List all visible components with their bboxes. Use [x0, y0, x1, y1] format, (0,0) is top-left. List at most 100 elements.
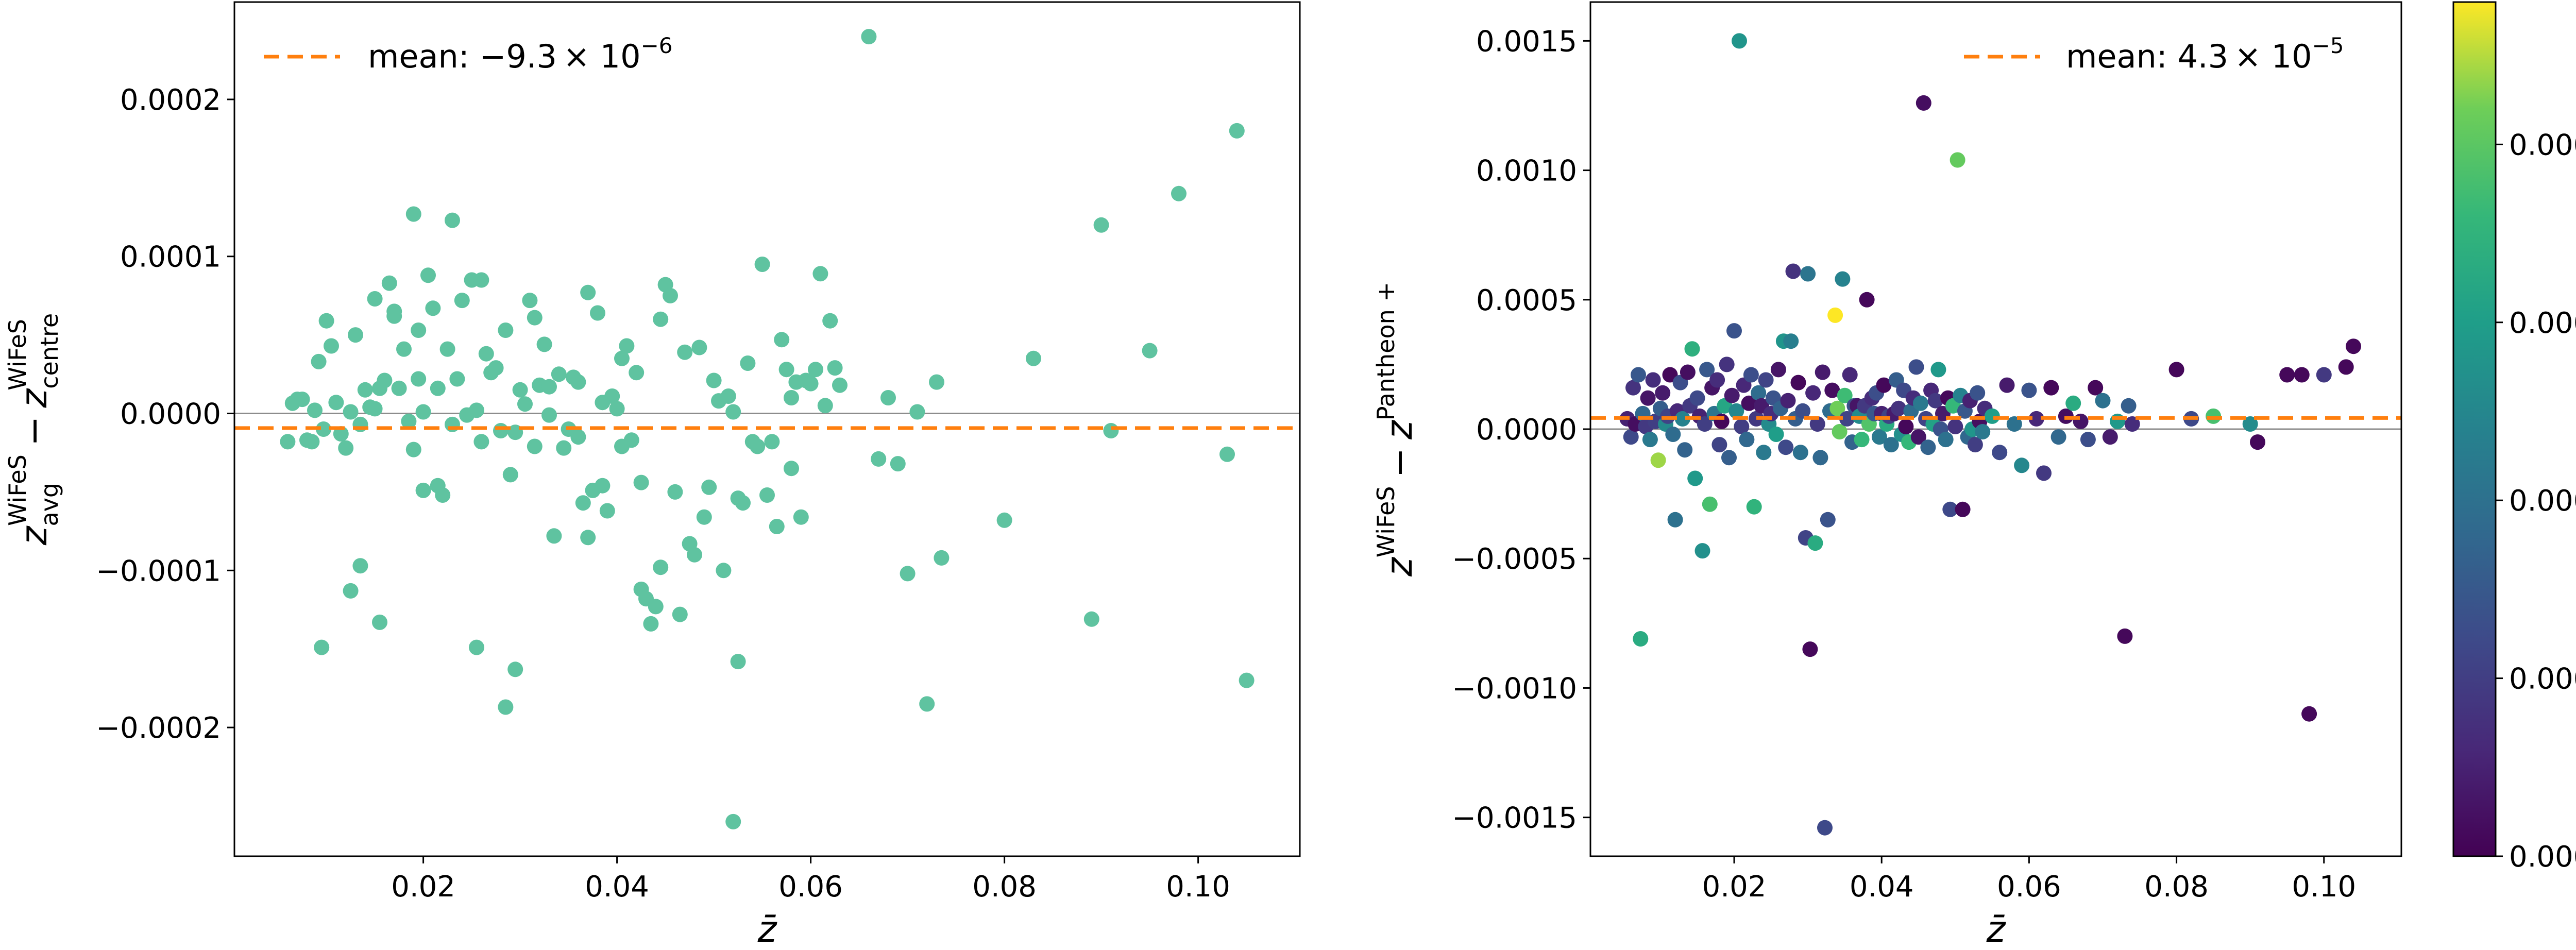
- left-scatter-point: [328, 395, 344, 411]
- left-scatter-point: [488, 360, 504, 376]
- left-scatter-point: [590, 305, 605, 321]
- right-legend-label: mean: 4.3 × 10−5: [2066, 33, 2344, 75]
- left-scatter-point: [812, 266, 828, 282]
- right-scatter-point: [2124, 416, 2140, 432]
- left-scatter-point: [556, 440, 572, 456]
- left-scatter-point: [672, 606, 688, 622]
- left-scatter-point: [449, 371, 465, 387]
- right-scatter-point: [1947, 419, 1963, 434]
- right-x-tick-label: 0.08: [2144, 870, 2209, 904]
- right-scatter-point: [1859, 292, 1875, 308]
- left-scatter-point: [469, 402, 484, 418]
- right-scatter-point: [1746, 499, 1762, 515]
- right-scatter-point: [1824, 382, 1840, 398]
- right-scatter-point: [1815, 364, 1831, 380]
- right-scatter-point: [1827, 307, 1843, 323]
- right-scatter-point: [1927, 393, 1943, 409]
- right-scatter-point: [1741, 395, 1757, 411]
- right-scatter-point: [1697, 416, 1713, 432]
- right-scatter-point: [1719, 357, 1735, 372]
- left-scatter-point: [1171, 185, 1187, 201]
- left-scatter-points: [280, 29, 1255, 829]
- left-scatter-point: [629, 365, 645, 381]
- right-scatter-point: [1984, 408, 2000, 424]
- left-legend-text: mean:: [368, 38, 479, 75]
- left-scatter-point: [352, 558, 368, 574]
- left-scatter-point: [871, 451, 887, 467]
- left-scatter-point: [803, 376, 819, 392]
- right-scatter-point: [1768, 427, 1784, 442]
- left-scatter-point: [454, 293, 470, 309]
- left-scatter-point: [415, 482, 431, 498]
- left-scatter-point: [827, 360, 843, 376]
- left-scatter-point: [759, 487, 775, 503]
- left-scatter-point: [522, 293, 538, 309]
- left-scatter-point: [512, 382, 528, 398]
- right-y-tick-label: 0.0010: [1476, 155, 1577, 188]
- right-scatter-point: [1702, 496, 1718, 512]
- left-scatter-point: [439, 341, 455, 357]
- right-scatter-point: [2036, 465, 2052, 481]
- left-scatter-point: [687, 547, 702, 563]
- left-scatter-point: [643, 616, 659, 632]
- right-scatter-point: [2095, 393, 2111, 409]
- right-scatter-point: [2080, 432, 2096, 448]
- right-scatter-point: [1809, 416, 1825, 432]
- right-scatter-point: [2242, 416, 2258, 432]
- right-scatter-point: [1674, 411, 1690, 427]
- right-scatter-point: [1751, 385, 1767, 401]
- right-scatter-point: [2110, 413, 2126, 429]
- right-scatter-point: [2301, 706, 2317, 722]
- right-scatter-point: [2073, 413, 2089, 429]
- left-scatter-point: [318, 313, 334, 329]
- left-x-tick-label: 0.08: [972, 870, 1037, 904]
- left-scatter-point: [769, 519, 785, 534]
- right-scatter-point: [1938, 432, 1954, 448]
- right-scatter-point: [1999, 377, 2015, 393]
- left-scatter-point: [386, 308, 402, 324]
- left-scatter-point: [706, 372, 722, 388]
- left-scatter-point: [750, 438, 766, 454]
- left-scatter-point: [740, 355, 756, 371]
- right-scatter-point: [1721, 450, 1737, 466]
- right-scatter-point: [1992, 445, 2008, 461]
- right-scatter-point: [1871, 429, 1887, 445]
- left-scatter-point: [575, 495, 591, 511]
- left-ylabel-sup2: WiFeS: [4, 319, 31, 391]
- right-scatter-point: [1633, 631, 1649, 647]
- right-scatter-point: [1640, 390, 1656, 406]
- right-scatter-point: [1910, 429, 1926, 445]
- right-scatter-point: [2014, 457, 2030, 473]
- right-scatter-point: [2088, 380, 2104, 396]
- right-y-tick-label: 0.0015: [1476, 25, 1577, 58]
- right-scatter-point: [1758, 372, 1774, 388]
- right-scatter-point: [1842, 367, 1858, 383]
- right-scatter-point: [1785, 263, 1801, 279]
- right-legend-text: mean:: [2066, 38, 2177, 75]
- left-scatter-point: [1239, 672, 1255, 688]
- right-x-axis-ticks: 0.02 0.04 0.06 0.08 0.10: [1702, 856, 2356, 904]
- right-y-tick-label: −0.0015: [1452, 802, 1577, 835]
- left-scatter-point: [784, 461, 799, 477]
- left-y-tick-label: 0.0002: [120, 83, 221, 117]
- left-scatter-point: [498, 323, 514, 338]
- right-x-tick-label: 0.04: [1850, 870, 1914, 904]
- left-scatter-point: [691, 340, 707, 355]
- right-scatter-point: [2168, 362, 2184, 378]
- colorbar-tick-label: 0.0003: [2509, 307, 2576, 340]
- right-scatter-point: [1732, 33, 1747, 49]
- left-scatter-point: [696, 509, 712, 525]
- left-scatter-point: [808, 362, 823, 378]
- right-scatter-point: [1687, 470, 1703, 486]
- right-y-tick-label: −0.0010: [1452, 672, 1577, 705]
- right-scatter-point: [1734, 419, 1750, 434]
- right-scatter-point: [1778, 439, 1794, 455]
- left-legend-exponent: −6: [641, 33, 673, 58]
- right-scatter-point: [1770, 362, 1786, 378]
- right-scatter-point: [1837, 387, 1853, 403]
- left-ylabel-z1: z: [13, 525, 55, 546]
- left-scatter-point: [570, 374, 586, 390]
- left-scatter-point: [1083, 611, 1099, 627]
- right-scatter-point: [1913, 395, 1928, 411]
